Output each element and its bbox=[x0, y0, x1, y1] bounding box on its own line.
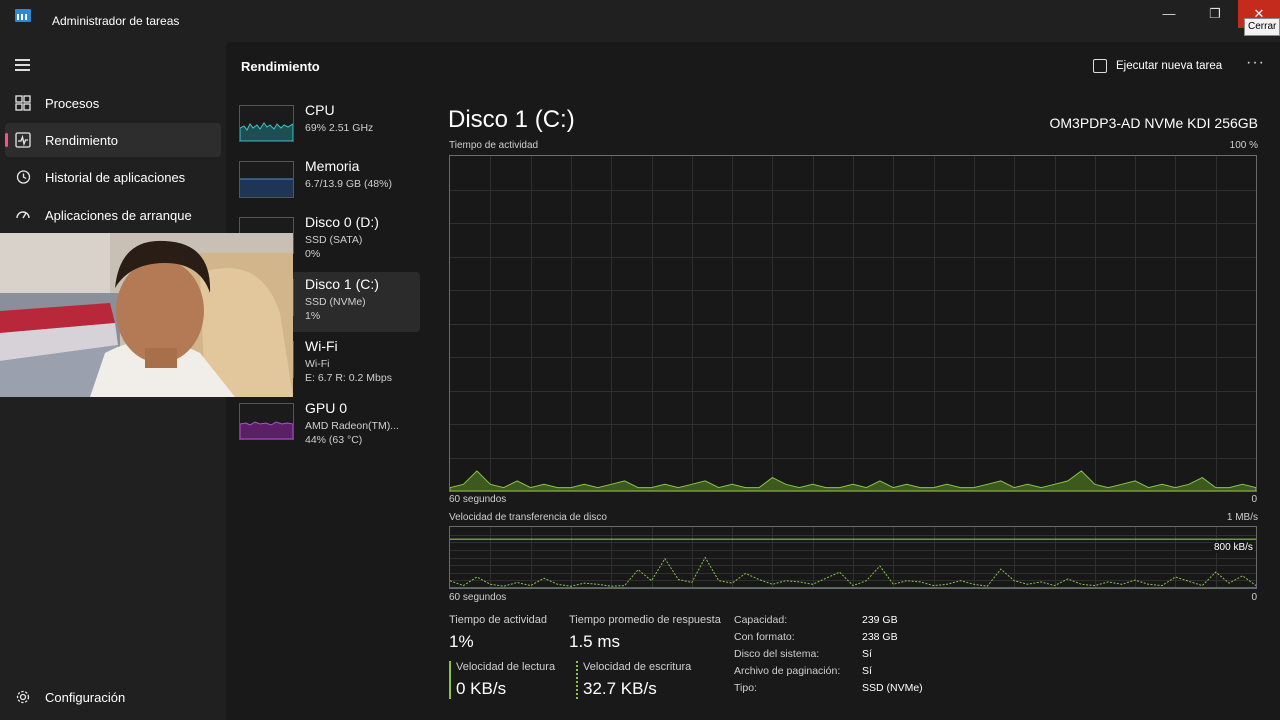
info-key-type: Tipo: bbox=[734, 682, 757, 694]
history-icon bbox=[16, 170, 31, 184]
nav-item-settings[interactable]: Configuración bbox=[5, 680, 221, 714]
window-title: Administrador de tareas bbox=[52, 14, 180, 28]
resource-item-memory[interactable]: Memoria 6.7/13.9 GB (48%) bbox=[234, 154, 420, 214]
resource-name: GPU 0 bbox=[305, 400, 348, 416]
nav-label-processes: Procesos bbox=[45, 96, 100, 111]
transfer-chart-max: 1 MB/s bbox=[1226, 512, 1258, 523]
restore-button[interactable]: ❐ bbox=[1209, 6, 1221, 21]
resource-item-cpu[interactable]: CPU 69% 2.51 GHz bbox=[234, 98, 420, 158]
run-new-task-label: Ejecutar nueva tarea bbox=[1116, 60, 1223, 72]
resource-usage: 1% bbox=[305, 310, 321, 322]
nav-label-settings: Configuración bbox=[45, 690, 126, 705]
memory-thumbnail-graph bbox=[239, 161, 294, 198]
resource-name: Disco 1 (C:) bbox=[305, 276, 379, 292]
transfer-chart-min: 0 bbox=[1251, 592, 1257, 603]
close-tooltip: Cerrar bbox=[1244, 18, 1280, 36]
write-speed-label: Velocidad de escritura bbox=[583, 661, 692, 673]
title-bar: Administrador de tareas — ❐ ✕ Cerrar bbox=[0, 0, 1280, 42]
response-stat-value: 1.5 ms bbox=[569, 632, 621, 651]
activity-stat-value: 1% bbox=[449, 632, 474, 651]
resource-name: Disco 0 (D:) bbox=[305, 214, 379, 230]
info-value-system-disk: Sí bbox=[862, 648, 872, 660]
read-speed-label: Velocidad de lectura bbox=[456, 661, 556, 673]
activity-chart bbox=[449, 155, 1257, 492]
activity-chart-label: Tiempo de actividad bbox=[449, 140, 539, 151]
read-speed-legend-bar bbox=[449, 661, 451, 699]
more-options-button[interactable]: ··· bbox=[1246, 54, 1265, 71]
transfer-chart-svg bbox=[449, 527, 1257, 589]
startup-icon bbox=[16, 211, 30, 219]
resource-detail: AMD Radeon(TM)... bbox=[305, 420, 399, 432]
write-speed-legend-bar bbox=[576, 661, 578, 699]
resource-detail: 69% 2.51 GHz bbox=[305, 122, 374, 134]
info-value-type: SSD (NVMe) bbox=[862, 682, 923, 694]
info-key-formatted: Con formato: bbox=[734, 631, 795, 643]
minimize-button[interactable]: — bbox=[1162, 6, 1176, 21]
gear-icon bbox=[16, 690, 30, 704]
new-task-icon bbox=[1093, 59, 1107, 73]
detail-title: Disco 1 (C:) bbox=[448, 106, 575, 133]
info-key-system-disk: Disco del sistema: bbox=[734, 648, 820, 660]
resource-name: Wi-Fi bbox=[305, 338, 338, 354]
write-speed-value: 32.7 KB/s bbox=[583, 679, 657, 698]
response-stat-label: Tiempo promedio de respuesta bbox=[569, 614, 721, 626]
resource-detail: 6.7/13.9 GB (48%) bbox=[305, 178, 392, 190]
hamburger-menu-icon[interactable] bbox=[15, 59, 30, 71]
info-key-capacity: Capacidad: bbox=[734, 614, 788, 626]
resource-detail: Wi-Fi bbox=[305, 358, 330, 370]
nav-item-startup-apps[interactable]: Aplicaciones de arranque bbox=[5, 198, 221, 232]
activity-chart-svg bbox=[449, 156, 1257, 492]
transfer-chart-time-label: 60 segundos bbox=[449, 592, 507, 603]
resource-usage: 0% bbox=[305, 248, 321, 260]
resource-detail: SSD (SATA) bbox=[305, 234, 363, 246]
info-value-formatted: 238 GB bbox=[862, 631, 898, 643]
performance-icon bbox=[15, 132, 31, 148]
info-value-page-file: Sí bbox=[862, 665, 872, 677]
gpu-thumbnail-graph bbox=[239, 403, 294, 440]
resource-item-gpu[interactable]: GPU 0 AMD Radeon(TM)... 44% (63 °C) bbox=[234, 396, 420, 456]
webcam-overlay bbox=[0, 233, 293, 397]
resource-usage: E: 6.7 R: 0.2 Mbps bbox=[305, 372, 392, 384]
resource-usage: 44% (63 °C) bbox=[305, 434, 363, 446]
nav-label-app-history: Historial de aplicaciones bbox=[45, 170, 186, 185]
cpu-thumbnail-graph bbox=[239, 105, 294, 142]
transfer-chart bbox=[449, 526, 1257, 589]
resource-name: CPU bbox=[305, 102, 335, 118]
transfer-chart-label: Velocidad de transferencia de disco bbox=[449, 512, 607, 523]
page-title: Rendimiento bbox=[241, 59, 320, 74]
processes-icon bbox=[15, 95, 31, 111]
info-value-capacity: 239 GB bbox=[862, 614, 898, 626]
nav-item-app-history[interactable]: Historial de aplicaciones bbox=[5, 160, 221, 194]
nav-label-performance: Rendimiento bbox=[45, 133, 118, 148]
activity-chart-min: 0 bbox=[1251, 494, 1257, 505]
resource-detail: SSD (NVMe) bbox=[305, 296, 366, 308]
disk-model: OM3PDP3-AD NVMe KDI 256GB bbox=[1049, 115, 1258, 131]
activity-chart-time-label: 60 segundos bbox=[449, 494, 507, 505]
nav-item-performance[interactable]: Rendimiento bbox=[5, 123, 221, 157]
write-speed-series bbox=[449, 556, 1257, 587]
task-manager-app-icon bbox=[15, 9, 31, 22]
activity-chart-max: 100 % bbox=[1229, 140, 1258, 151]
nav-item-processes[interactable]: Procesos bbox=[5, 86, 221, 120]
nav-label-startup-apps: Aplicaciones de arranque bbox=[45, 208, 192, 223]
activity-stat-label: Tiempo de actividad bbox=[449, 614, 548, 626]
info-key-page-file: Archivo de paginación: bbox=[734, 665, 841, 677]
resource-name: Memoria bbox=[305, 158, 360, 174]
activity-area-series bbox=[449, 470, 1257, 492]
transfer-chart-ref-label: 800 kB/s bbox=[1212, 542, 1255, 553]
read-speed-value: 0 KB/s bbox=[456, 679, 507, 698]
